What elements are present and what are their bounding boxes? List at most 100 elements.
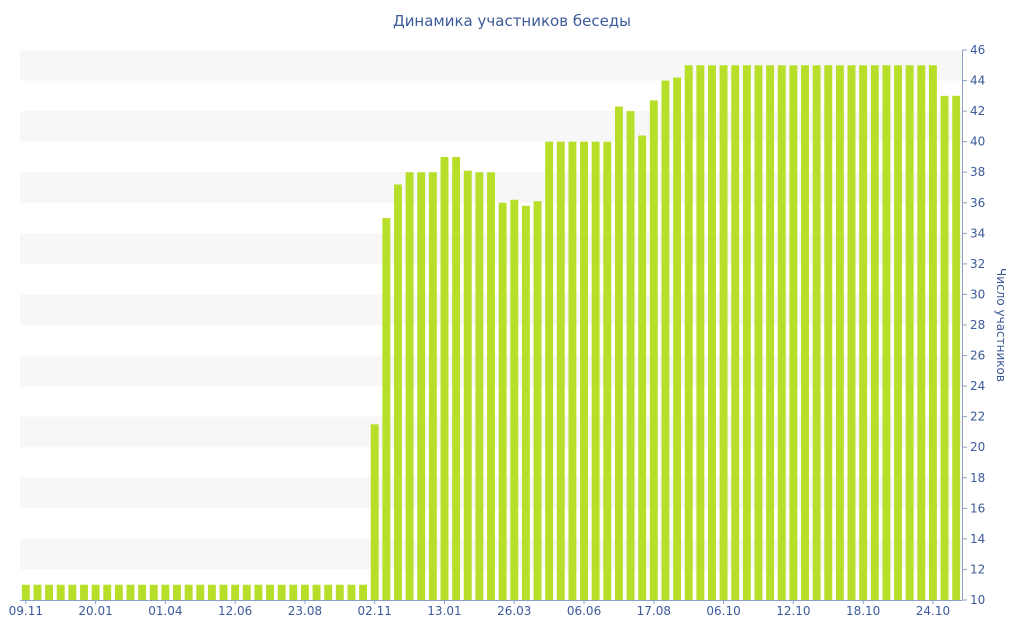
bar[interactable] xyxy=(719,65,728,600)
bar[interactable] xyxy=(382,218,391,600)
y-tick-label: 14 xyxy=(970,532,985,546)
bar[interactable] xyxy=(766,65,775,600)
bar[interactable] xyxy=(475,172,484,600)
bar[interactable] xyxy=(428,172,437,600)
bar[interactable] xyxy=(696,65,705,600)
bar[interactable] xyxy=(742,65,751,600)
bar[interactable] xyxy=(917,65,926,600)
y-tick-label: 24 xyxy=(970,379,985,393)
bar[interactable] xyxy=(359,584,368,600)
bar[interactable] xyxy=(254,584,263,600)
x-tick-label: 12.10 xyxy=(776,604,810,618)
bar[interactable] xyxy=(80,584,88,600)
x-tick-label: 12.06 xyxy=(218,604,252,618)
bar[interactable] xyxy=(638,135,647,600)
bar[interactable] xyxy=(161,584,170,600)
bar[interactable] xyxy=(45,584,54,600)
bar[interactable] xyxy=(312,584,321,600)
x-tick-label: 26.03 xyxy=(497,604,531,618)
bar[interactable] xyxy=(487,172,495,600)
bar[interactable] xyxy=(649,100,658,601)
bar[interactable] xyxy=(335,584,344,600)
bar[interactable] xyxy=(184,584,193,600)
bar[interactable] xyxy=(219,584,228,600)
bar[interactable] xyxy=(591,141,600,601)
x-tick-label: 24.10 xyxy=(916,604,950,618)
bar[interactable] xyxy=(114,584,123,600)
bar[interactable] xyxy=(370,424,379,600)
x-tick-labels: 09.11 20.01 01.04 12.06 23.08 02.11 13.01 26.03… xyxy=(9,600,950,618)
bar[interactable] xyxy=(626,111,635,601)
bar[interactable] xyxy=(242,584,251,600)
bar[interactable] xyxy=(545,141,554,601)
bar[interactable] xyxy=(394,184,402,600)
bar[interactable] xyxy=(928,65,937,600)
bar[interactable] xyxy=(440,156,449,600)
bar[interactable] xyxy=(207,584,216,600)
bar[interactable] xyxy=(673,77,682,601)
x-tick-label: 17.08 xyxy=(637,604,671,618)
bar[interactable] xyxy=(754,65,763,600)
bar[interactable] xyxy=(905,65,914,600)
bar[interactable] xyxy=(196,584,205,600)
bar[interactable] xyxy=(417,172,426,600)
bar[interactable] xyxy=(603,141,612,601)
bar[interactable] xyxy=(568,141,577,601)
bar[interactable] xyxy=(347,584,356,600)
y-tick-label: 46 xyxy=(970,43,985,57)
bar[interactable] xyxy=(149,584,158,600)
y-tick-label: 16 xyxy=(970,501,985,515)
bar[interactable] xyxy=(940,95,949,600)
bar[interactable] xyxy=(812,65,821,600)
bar[interactable] xyxy=(533,201,542,600)
bar[interactable] xyxy=(777,65,786,600)
bar[interactable] xyxy=(300,584,309,600)
bar[interactable] xyxy=(556,141,565,601)
bar[interactable] xyxy=(266,584,274,600)
bar[interactable] xyxy=(56,584,65,600)
bar[interactable] xyxy=(614,106,623,600)
x-tick-label: 02.11 xyxy=(358,604,392,618)
bar[interactable] xyxy=(103,584,112,600)
bar[interactable] xyxy=(91,584,100,600)
bar[interactable] xyxy=(405,172,414,600)
bar[interactable] xyxy=(684,65,693,600)
bar[interactable] xyxy=(463,170,472,600)
bar[interactable] xyxy=(580,141,588,601)
bar[interactable] xyxy=(801,65,809,600)
x-tick-label: 13.01 xyxy=(427,604,461,618)
bar[interactable] xyxy=(661,80,670,600)
x-tick-label: 20.01 xyxy=(78,604,112,618)
bar[interactable] xyxy=(510,199,519,600)
bar[interactable] xyxy=(789,65,798,600)
bar[interactable] xyxy=(21,584,30,600)
bar[interactable] xyxy=(498,202,507,600)
bar[interactable] xyxy=(289,584,298,600)
bar[interactable] xyxy=(952,95,961,600)
bar[interactable] xyxy=(835,65,844,600)
bar[interactable] xyxy=(452,156,461,600)
y-axis-title: Число участников xyxy=(994,268,1008,382)
x-tick-label: 18.10 xyxy=(846,604,880,618)
bar[interactable] xyxy=(231,584,240,600)
bar[interactable] xyxy=(708,65,716,600)
bar[interactable] xyxy=(277,584,286,600)
bar[interactable] xyxy=(138,584,147,600)
bar[interactable] xyxy=(882,65,891,600)
y-tick-label: 12 xyxy=(970,562,985,576)
bar[interactable] xyxy=(870,65,879,600)
bar[interactable] xyxy=(324,584,333,600)
bar[interactable] xyxy=(173,584,181,600)
bar[interactable] xyxy=(126,584,135,600)
bar[interactable] xyxy=(33,584,42,600)
bar[interactable] xyxy=(894,65,902,600)
y-tick-label: 10 xyxy=(970,593,985,607)
bar[interactable] xyxy=(824,65,833,600)
bar[interactable] xyxy=(731,65,740,600)
bar[interactable] xyxy=(847,65,856,600)
bar[interactable] xyxy=(859,65,868,600)
bar[interactable] xyxy=(68,584,77,600)
bar[interactable] xyxy=(521,205,530,600)
background-band xyxy=(20,111,962,142)
